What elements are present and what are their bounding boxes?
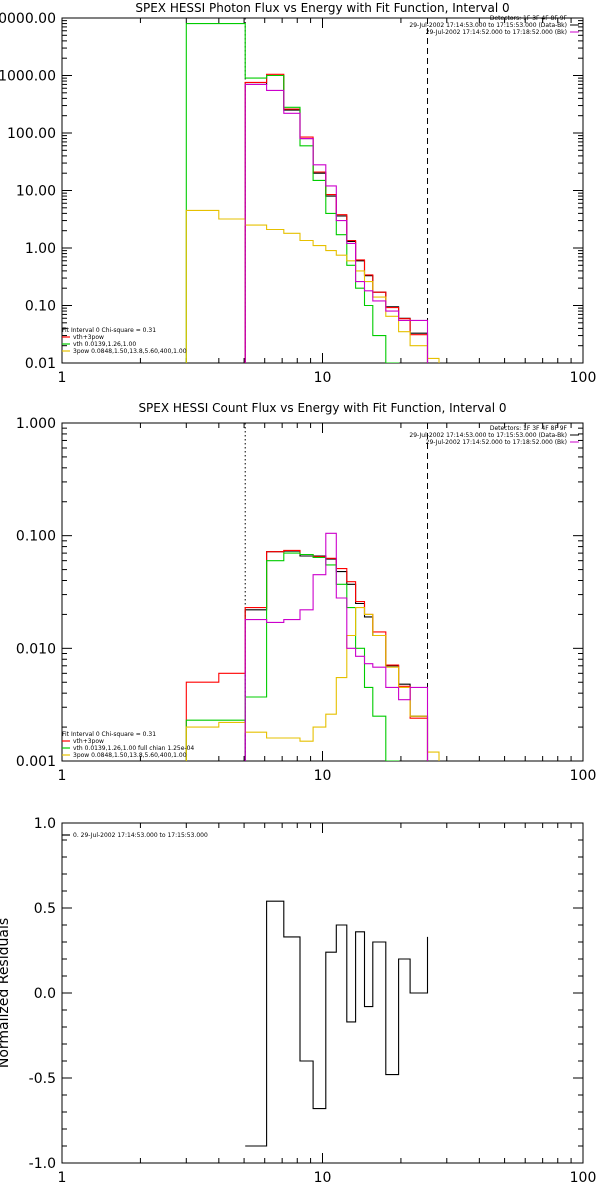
- legend-title: Fit Interval 0 Chi-square = 0.31: [62, 327, 156, 334]
- data-series: [245, 900, 429, 1147]
- x-tick-label: 10: [314, 768, 332, 784]
- series-0-29-jul-2002-17-14-53-000-to-17-15-53-000: [245, 900, 429, 1147]
- plot-frame: [61, 822, 584, 1164]
- x-tick-label: 1: [58, 370, 67, 386]
- y-tick-label: -1.0: [29, 1156, 56, 1172]
- x-tick-label: 10: [314, 370, 332, 386]
- y-tick-label: 1000.00: [0, 69, 56, 85]
- legend-title: Fit Interval 0 Chi-square = 0.31: [62, 731, 156, 738]
- y-axis-label: Normalized Residuals: [0, 918, 12, 1068]
- panel-3: 1 10 100 -1.0 -0.5 0.0 0.5 1.0 Normalized Residu…: [0, 816, 596, 1186]
- header-line: 29-Jul-2002 17:14:52.000 to 17:18:52.000…: [426, 439, 567, 446]
- series-vth: [185, 23, 400, 363]
- legend-label: 3pow 0.0848,1.50,13.8,5.60,400,1.00: [73, 752, 187, 759]
- y-tick-label: 0.001: [16, 754, 56, 770]
- x-tick-label: 10: [314, 1170, 332, 1186]
- y-tick-label: 1.00: [25, 241, 56, 257]
- legend-label: vth+3pow: [73, 334, 104, 341]
- x-tick-label: 100: [570, 370, 597, 386]
- plot-frame: [61, 422, 584, 762]
- x-tick-label: 100: [570, 1170, 597, 1186]
- y-tick-label: 10.00: [16, 184, 56, 200]
- series-3pow: [185, 209, 440, 363]
- data-series: [185, 23, 440, 363]
- x-tick-label: 1: [58, 1170, 67, 1186]
- header-line: Detectors: 1F 3F 4F 8F 9F: [490, 425, 568, 432]
- y-tick-label: 10000.00: [0, 11, 56, 27]
- series-vth-3pow: [185, 549, 429, 761]
- y-tick-label: 1.0: [34, 816, 56, 832]
- legend-label: vth 0.0139,1.26,1.00 full chian 1.25e-04: [73, 745, 194, 752]
- series-vth: [185, 552, 400, 761]
- data-series: [185, 532, 440, 761]
- header-line: Detectors: 1F 3F 4F 8F 9F: [490, 15, 568, 22]
- y-tick-label: 0.10: [25, 299, 56, 315]
- plot-frame: [61, 17, 584, 364]
- y-tick-label: 0.5: [34, 901, 56, 917]
- series-3pow: [185, 607, 440, 761]
- series-bk: [244, 532, 429, 761]
- y-tick-label: 0.100: [16, 529, 56, 545]
- x-tick-label: 1: [58, 768, 67, 784]
- y-tick-label: 100.00: [7, 126, 56, 142]
- legend-label: vth 0.0139,1.26,1.00: [73, 341, 136, 348]
- y-tick-label: 0.01: [25, 356, 56, 372]
- legend-label: 3pow 0.0848,1.50,13.8,5.60,400,1.00: [73, 348, 187, 355]
- y-tick-label: 0.010: [16, 641, 56, 657]
- x-tick-label: 100: [570, 768, 597, 784]
- y-tick-label: -0.5: [29, 1071, 56, 1087]
- panel-2: SPEX HESSI Count Flux vs Energy with Fit…: [16, 401, 596, 784]
- chart-title: SPEX HESSI Photon Flux vs Energy with Fi…: [135, 1, 509, 15]
- header-line: 29-Jul-2002 17:14:52.000 to 17:18:52.000…: [426, 29, 567, 36]
- header-line: 29-Jul-2002 17:14:53.000 to 17:15:53.000…: [409, 432, 567, 439]
- panel-1: SPEX HESSI Photon Flux vs Energy with Fi…: [0, 1, 596, 386]
- legend-label: 0. 29-Jul-2002 17:14:53.000 to 17:15:53.…: [73, 832, 208, 839]
- y-tick-label: 0.0: [34, 986, 56, 1002]
- header-line: 29-Jul-2002 17:14:53.000 to 17:15:53.000…: [409, 22, 567, 29]
- chart-title: SPEX HESSI Count Flux vs Energy with Fit…: [138, 401, 506, 415]
- series-bk: [244, 83, 429, 363]
- legend-label: vth+3pow: [73, 738, 104, 745]
- y-tick-label: 1.000: [16, 416, 56, 432]
